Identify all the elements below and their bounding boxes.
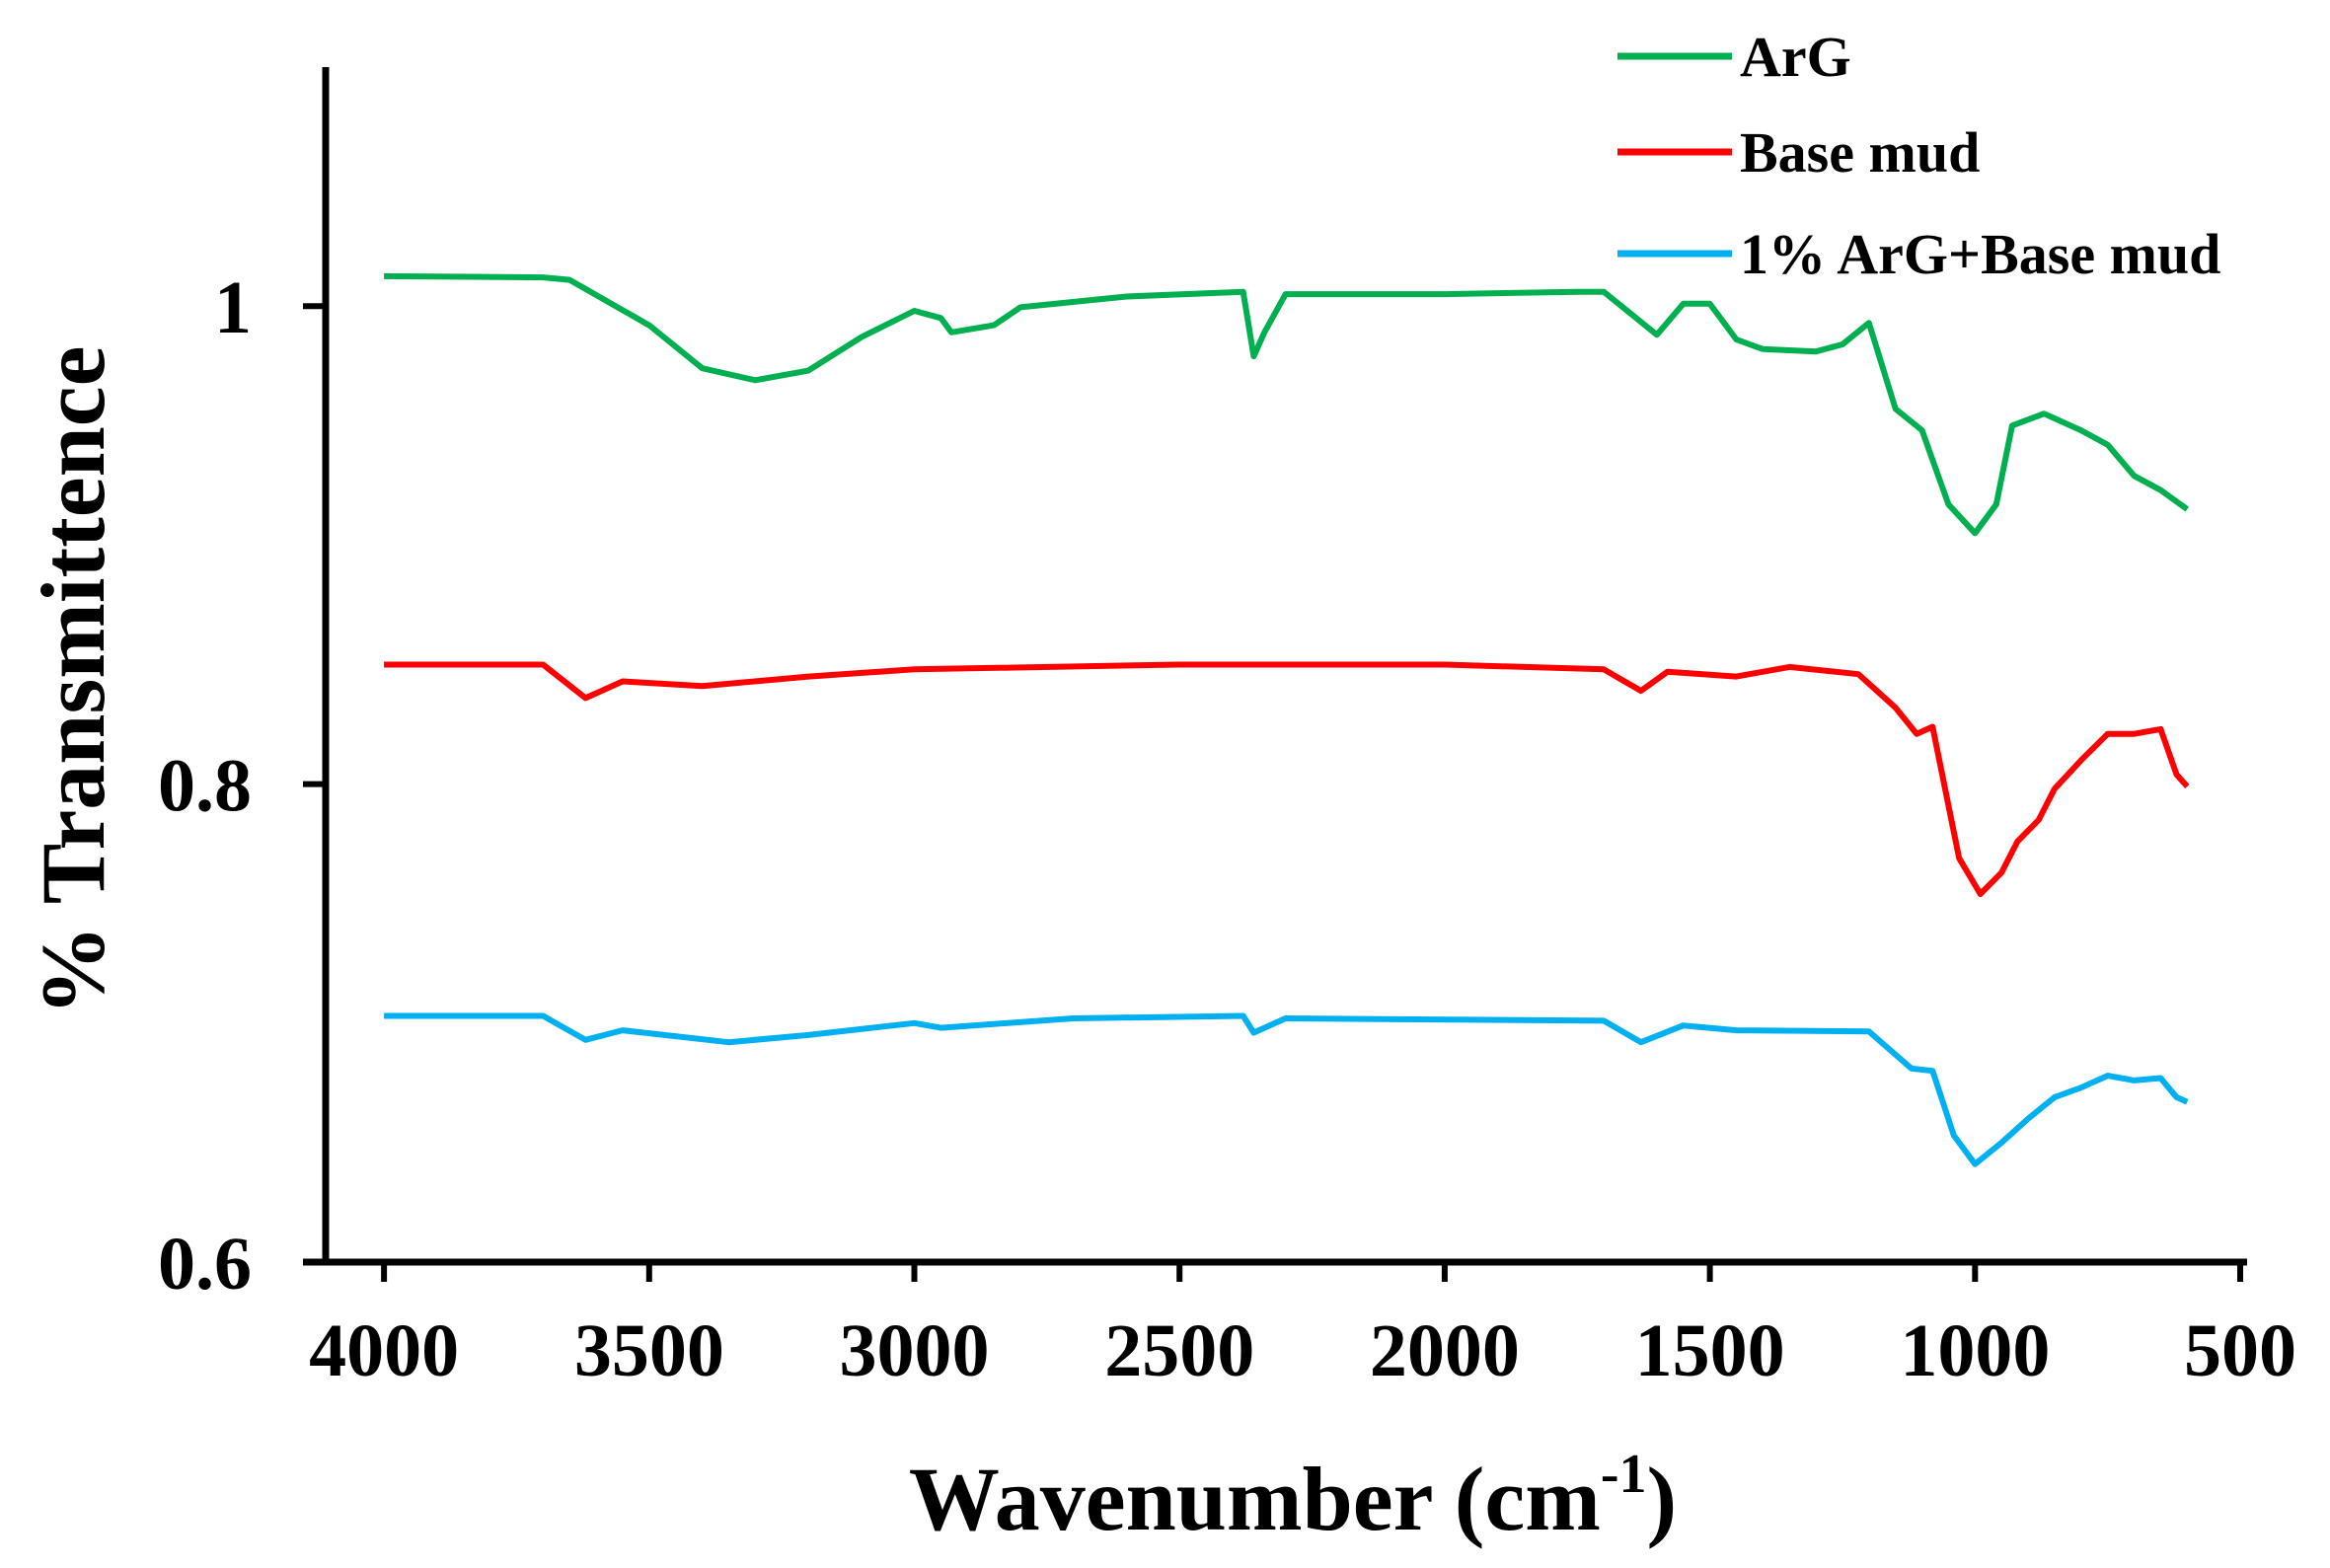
- series-layer: [384, 272, 2190, 1167]
- y-tick-label: 1: [214, 266, 252, 349]
- series-line-2: [384, 1012, 2189, 1167]
- x-tick-label: 3000: [840, 1309, 990, 1392]
- legend: ArG Base mud 1% ArG+Base mud: [1617, 25, 2220, 286]
- legend-label-0: ArG: [1740, 25, 1851, 89]
- series-line-1: [384, 661, 2190, 897]
- y-axis-title: % Transmittence: [23, 346, 123, 1016]
- x-tick-label: 2500: [1104, 1309, 1254, 1392]
- x-tick-label: 500: [2184, 1309, 2296, 1392]
- y-tick-label: 0.6: [158, 1223, 252, 1306]
- x-tick-label: 1500: [1635, 1309, 1785, 1392]
- series-line-0: [384, 272, 2190, 537]
- x-axis-title: Wavenumber (cm-1): [909, 1444, 1677, 1549]
- x-tick-label: 2000: [1370, 1309, 1520, 1392]
- x-tick-label: 4000: [309, 1309, 459, 1392]
- tick-layer: 4000 3500 3000 2500 2000 1500 1000 500 0.6 0.8 1: [158, 266, 2296, 1392]
- y-tick-label: 0.8: [158, 745, 252, 828]
- legend-label-2: 1% ArG+Base mud: [1740, 222, 2220, 286]
- legend-label-1: Base mud: [1740, 120, 1980, 185]
- x-tick-label: 3500: [574, 1309, 724, 1392]
- x-tick-label: 1000: [1900, 1309, 2050, 1392]
